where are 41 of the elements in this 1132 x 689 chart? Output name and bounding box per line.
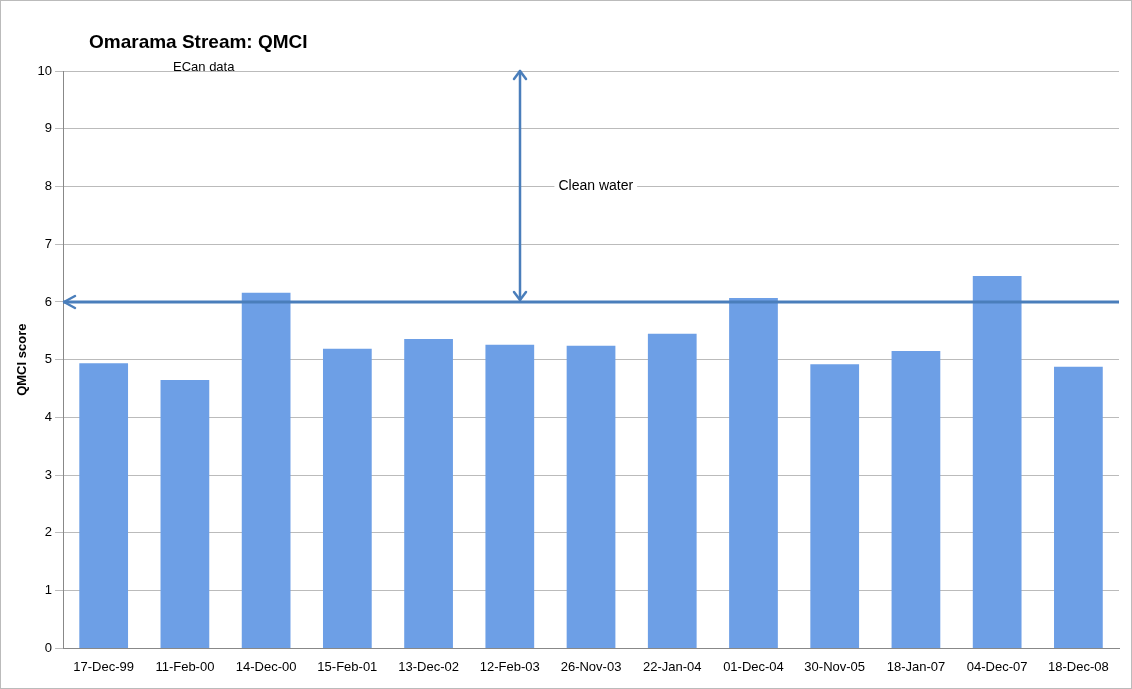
x-tick-label: 15-Feb-01 <box>317 658 378 674</box>
bar <box>729 297 778 648</box>
bar <box>891 351 941 648</box>
bar <box>972 275 1022 648</box>
y-tick-label: 1 <box>44 582 53 598</box>
bar <box>485 344 535 648</box>
y-tick-label: 3 <box>44 466 53 482</box>
y-tick-label: 4 <box>44 409 53 425</box>
bar <box>241 292 291 648</box>
y-tick-label: 5 <box>44 351 53 367</box>
chart-subtitle: ECan data <box>173 59 235 74</box>
x-tick-label: 30-Nov-05 <box>804 658 866 674</box>
x-tick-label: 04-Dec-07 <box>966 658 1028 674</box>
bar <box>79 363 129 648</box>
y-axis-title: QMCI score <box>14 323 30 396</box>
x-tick-label: 18-Dec-08 <box>1048 658 1109 674</box>
x-tick-label: 13-Dec-02 <box>398 658 459 674</box>
y-tick-label: 0 <box>44 639 53 655</box>
bar <box>1054 366 1103 648</box>
y-tick-label: 10 <box>37 62 53 78</box>
x-tick-label: 17-Dec-99 <box>73 658 135 674</box>
x-tick-label: 26-Nov-03 <box>560 658 622 674</box>
bar <box>404 338 453 648</box>
x-tick-label: 01-Dec-04 <box>723 658 784 674</box>
bar <box>160 379 210 648</box>
x-tick-label: 18-Jan-07 <box>886 658 946 674</box>
bar <box>566 345 616 648</box>
bar <box>810 364 860 648</box>
bar <box>647 333 697 648</box>
y-tick-label: 9 <box>44 120 53 136</box>
x-tick-label: 12-Feb-03 <box>479 658 540 674</box>
chart-title: Omarama Stream: QMCI <box>89 31 308 53</box>
y-tick-label: 7 <box>44 235 53 251</box>
x-tick-label: 14-Dec-00 <box>235 658 297 674</box>
x-tick-label: 22-Jan-04 <box>642 658 702 674</box>
y-tick-label: 6 <box>44 293 53 309</box>
y-tick-label: 8 <box>44 178 53 194</box>
annotation: Clean water <box>558 177 634 194</box>
bar <box>322 348 372 648</box>
x-tick-label: 11-Feb-00 <box>155 658 215 674</box>
y-tick-label: 2 <box>44 524 53 540</box>
